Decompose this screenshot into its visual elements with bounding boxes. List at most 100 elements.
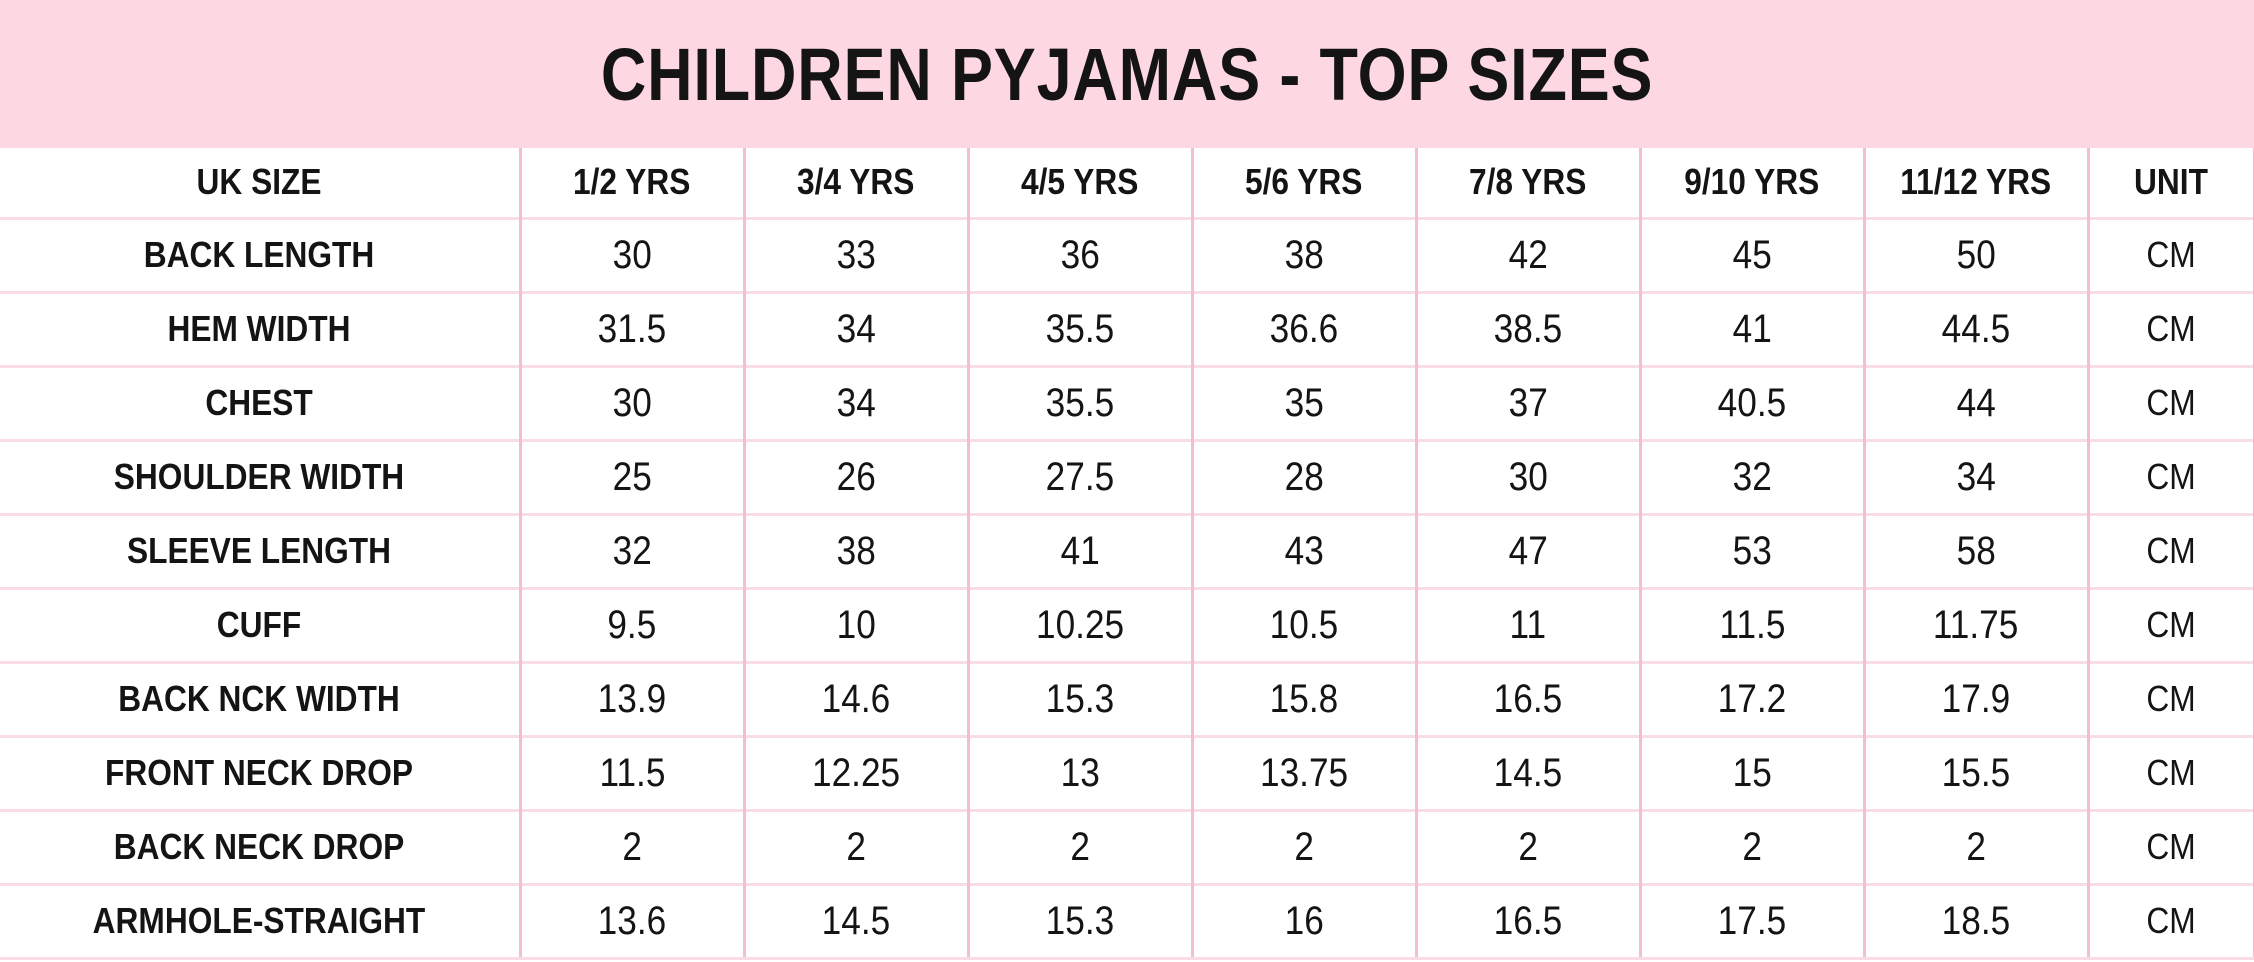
size-value: 2 — [1862, 808, 2088, 884]
size-value: 27.5 — [966, 438, 1192, 514]
cell-text: 34 — [836, 380, 876, 425]
cell-text: 41 — [1060, 528, 1100, 573]
cell-text: CM — [2146, 678, 2196, 719]
size-value: 12.25 — [742, 734, 968, 810]
cell-text: 45 — [1732, 232, 1772, 277]
cell-text: UNIT — [2134, 161, 2208, 203]
table-row: CHEST 30 34 35.5 35 37 40.5 44 CM — [0, 364, 2254, 440]
column-header: 4/5 YRS — [966, 148, 1192, 218]
cell-text: SHOULDER WIDTH — [114, 456, 405, 497]
row-label: HEM WIDTH — [0, 290, 520, 366]
size-value: 16 — [1190, 882, 1416, 960]
cell-text: CHEST — [205, 382, 313, 423]
cell-text: 11.5 — [599, 750, 665, 795]
cell-text: BACK NECK DROP — [114, 826, 405, 867]
size-value: 31.5 — [518, 290, 744, 366]
cell-text: 44.5 — [1941, 306, 2011, 351]
cell-text: ARMHOLE-STRAIGHT — [92, 900, 426, 941]
cell-text: BACK LENGTH — [143, 234, 375, 275]
size-value: 30 — [518, 216, 744, 292]
size-value: 2 — [518, 808, 744, 884]
column-header: UK SIZE — [0, 148, 520, 218]
unit-cell: CM — [2086, 734, 2254, 810]
cell-text: 40.5 — [1717, 380, 1787, 425]
size-value: 30 — [1414, 438, 1640, 514]
size-chart-table: UK SIZE 1/2 YRS 3/4 YRS 4/5 YRS 5/6 YRS 7/8 Y… — [0, 148, 2254, 960]
cell-text: 30 — [612, 380, 652, 425]
cell-text: 10.25 — [1035, 602, 1125, 647]
cell-text: 10.5 — [1269, 602, 1339, 647]
cell-text: 16.5 — [1493, 676, 1563, 721]
column-header: 3/4 YRS — [742, 148, 968, 218]
size-value: 35 — [1190, 364, 1416, 440]
cell-text: CM — [2146, 604, 2196, 645]
cell-text: SLEEVE LENGTH — [127, 530, 392, 571]
size-value: 38.5 — [1414, 290, 1640, 366]
size-value: 34 — [1862, 438, 2088, 514]
column-header: 9/10 YRS — [1638, 148, 1864, 218]
cell-text: 25 — [612, 454, 652, 499]
cell-text: 11.5 — [1719, 602, 1785, 647]
cell-text: 15 — [1732, 750, 1772, 795]
size-value: 13.6 — [518, 882, 744, 960]
cell-text: 13.6 — [597, 898, 667, 943]
size-value: 11.75 — [1862, 586, 2088, 662]
size-value: 2 — [1190, 808, 1416, 884]
cell-text: 35 — [1284, 380, 1324, 425]
page-title: CHILDREN PYJAMAS - TOP SIZES — [508, 32, 1746, 117]
cell-text: 2 — [1070, 824, 1090, 869]
cell-text: 47 — [1508, 528, 1548, 573]
size-value: 25 — [518, 438, 744, 514]
unit-cell: CM — [2086, 660, 2254, 736]
cell-text: 17.2 — [1717, 676, 1787, 721]
size-value: 2 — [1414, 808, 1640, 884]
size-value: 2 — [742, 808, 968, 884]
size-value: 14.6 — [742, 660, 968, 736]
table-row: BACK NECK DROP 2 2 2 2 2 2 2 CM — [0, 808, 2254, 884]
row-label: ARMHOLE-STRAIGHT — [0, 882, 520, 960]
cell-text: 42 — [1508, 232, 1548, 277]
size-value: 32 — [518, 512, 744, 588]
cell-text: 15.3 — [1045, 676, 1115, 721]
row-label: CHEST — [0, 364, 520, 440]
cell-text: 15.8 — [1269, 676, 1339, 721]
cell-text: CM — [2146, 900, 2196, 941]
unit-cell: CM — [2086, 512, 2254, 588]
size-value: 11.5 — [518, 734, 744, 810]
page-title-text: CHILDREN PYJAMAS - TOP SIZES — [600, 32, 1654, 116]
cell-text: 28 — [1284, 454, 1324, 499]
cell-text: 30 — [612, 232, 652, 277]
cell-text: 9.5 — [607, 602, 657, 647]
cell-text: 58 — [1956, 528, 1996, 573]
cell-text: CM — [2146, 456, 2196, 497]
cell-text: 53 — [1732, 528, 1772, 573]
size-value: 28 — [1190, 438, 1416, 514]
size-value: 53 — [1638, 512, 1864, 588]
size-value: 43 — [1190, 512, 1416, 588]
size-value: 16.5 — [1414, 660, 1640, 736]
size-value: 15.3 — [966, 882, 1192, 960]
size-value: 35.5 — [966, 364, 1192, 440]
size-value: 2 — [966, 808, 1192, 884]
cell-text: 34 — [836, 306, 876, 351]
size-value: 32 — [1638, 438, 1864, 514]
size-value: 35.5 — [966, 290, 1192, 366]
size-value: 10.5 — [1190, 586, 1416, 662]
cell-text: 10 — [836, 602, 876, 647]
cell-text: 11 — [1509, 602, 1547, 647]
size-value: 47 — [1414, 512, 1640, 588]
cell-text: 2 — [846, 824, 866, 869]
cell-text: 35.5 — [1045, 380, 1115, 425]
size-value: 15 — [1638, 734, 1864, 810]
cell-text: CM — [2146, 234, 2196, 275]
cell-text: BACK NCK WIDTH — [118, 678, 401, 719]
cell-text: 13.75 — [1259, 750, 1349, 795]
size-value: 17.5 — [1638, 882, 1864, 960]
unit-cell: CM — [2086, 808, 2254, 884]
cell-text: 7/8 YRS — [1469, 161, 1587, 203]
cell-text: 15.3 — [1045, 898, 1115, 943]
size-value: 42 — [1414, 216, 1640, 292]
unit-cell: CM — [2086, 364, 2254, 440]
cell-text: 9/10 YRS — [1684, 161, 1820, 203]
cell-text: 32 — [612, 528, 652, 573]
